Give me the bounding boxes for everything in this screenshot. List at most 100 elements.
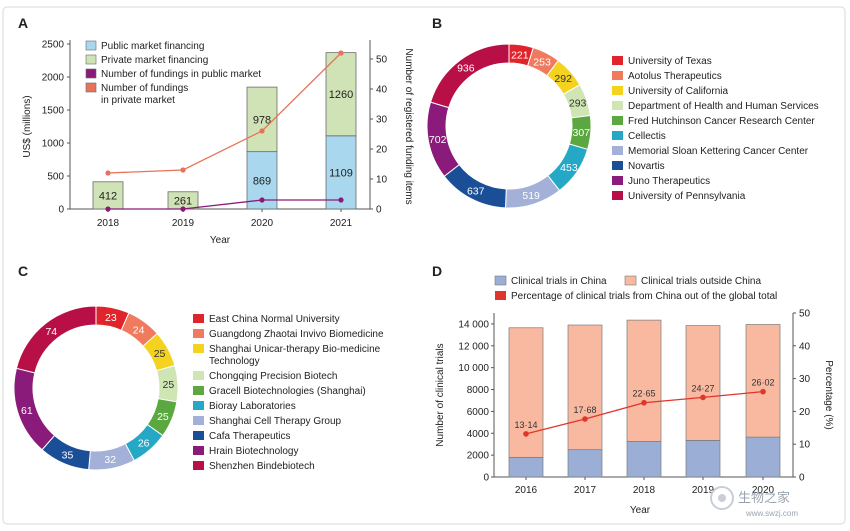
panel-c-legend-label-line: Shanghai Cell Therapy Group: [209, 416, 342, 427]
panel-d-y2-tick-label: 50: [799, 309, 811, 320]
panel-c-legend-label: Shanghai Cell Therapy Group: [209, 416, 342, 427]
panel-b-legend-label: Juno Therapeutics: [628, 176, 710, 187]
panel-d-chart: 0 2000 4000 6000 8000 10 000 12 000 14 000 0 10 20…: [435, 275, 834, 516]
panel-b-slice-label: 253: [533, 56, 551, 68]
panel-a-legend-label: Private market financing: [101, 55, 208, 66]
panel-a-legend-swatch: [85, 40, 97, 51]
panel-a-y-axis-label: US$ (millions): [22, 95, 33, 157]
panel-a-x-tick-label: 2021: [330, 218, 353, 229]
panel-c-legend-swatch: [193, 344, 204, 353]
panel-a-bar-segment: [92, 181, 124, 210]
panel-b-slice-label: 221: [511, 49, 529, 61]
panel-c-legend-label: Bioray Laboratories: [209, 401, 296, 412]
panel-a-y2-tick-label: 50: [376, 55, 388, 66]
watermark-url: www.swzj.com: [745, 509, 798, 518]
panel-d-percentage-label: 26·02: [751, 378, 774, 388]
panel-c-legend-label: Cafa Therapeutics: [209, 431, 291, 442]
panel-c-letter: C: [18, 263, 28, 279]
panel-d-percentage-point: [523, 431, 529, 437]
panel-b-legend-swatch: [612, 131, 623, 140]
panel-d-y-tick-label: 0: [483, 473, 489, 484]
panel-d-legend-label: Clinical trials outside China: [641, 276, 761, 287]
panel-a-x-tick-label: 2019: [172, 218, 195, 229]
panel-d-y2-tick-label: 20: [799, 407, 811, 418]
panel-d-y-tick-label: 6000: [467, 407, 490, 418]
panel-b-legend-swatch: [612, 146, 623, 155]
panel-b-legend-label-line: Memorial Sloan Kettering Cancer Center: [628, 146, 809, 157]
panel-c-legend-swatch: [193, 314, 204, 323]
panel-d-y2-tick-label: 0: [799, 473, 805, 484]
panel-c-legend-label: East China Normal University: [209, 314, 340, 325]
panel-a-line-point: [338, 197, 344, 203]
panel-c-slice-label: 61: [21, 405, 33, 417]
panel-a-legend-swatch: [85, 54, 97, 65]
panel-c-slice-label: 25: [154, 348, 166, 360]
panel-a-letter: A: [18, 15, 28, 31]
panel-b-legend-label: Novartis: [628, 161, 665, 172]
panel-a-bar-label: 978: [253, 114, 271, 126]
panel-a-x-tick-label: 2020: [251, 218, 274, 229]
panel-c-legend-swatch: [193, 431, 204, 440]
panel-a-line-point: [180, 167, 186, 173]
panel-b-legend-label: Fred Hutchinson Cancer Research Center: [628, 116, 815, 127]
panel-d-y2-axis-label: Percentage (%): [823, 360, 834, 429]
panel-c-slice-label: 24: [133, 324, 145, 336]
panel-b-legend-label: University of California: [628, 86, 728, 97]
panel-a-x-tick-label: 2018: [97, 218, 120, 229]
panel-a-y-tick-label: 2500: [42, 40, 65, 51]
panel-c-legend-label-line: Cafa Therapeutics: [209, 431, 291, 442]
panel-c-legend-label: Guangdong Zhaotai Invivo Biomedicine: [209, 329, 384, 340]
panel-c-legend-swatch: [193, 446, 204, 455]
panel-b-legend-swatch: [612, 161, 623, 170]
panel-d-y2-tick-label: 30: [799, 374, 811, 385]
panel-a-y-tick-label: 500: [47, 172, 64, 183]
panel-c-legend-label-line: East China Normal University: [209, 314, 340, 325]
panel-a-bar-label: 869: [253, 175, 271, 187]
panel-a-legend-label: Number of fundings in public market: [101, 69, 261, 80]
panel-a-line-point: [259, 128, 265, 134]
panel-a-legend-label-line: Private market financing: [101, 55, 208, 66]
panel-a-y-tick-label: 1000: [42, 139, 65, 150]
panel-a-y2-tick-label: 20: [376, 145, 388, 156]
panel-c-slice-label: 35: [62, 450, 74, 462]
panel-a-y-tick-label: 1500: [42, 106, 65, 117]
panel-a-legend-label-line: Number of fundings in public market: [101, 69, 261, 80]
panel-d-bar-segment: [685, 440, 721, 478]
panel-d-y-tick-label: 4000: [467, 429, 490, 440]
panel-c-legend-label-line: Guangdong Zhaotai Invivo Biomedicine: [209, 329, 384, 340]
panel-a-line-point: [180, 206, 186, 212]
panel-d-percentage-point: [700, 394, 706, 401]
panel-a-line-point: [105, 206, 111, 212]
watermark-logo-icon: [710, 486, 734, 510]
panel-c-slice-label: 26: [138, 438, 150, 450]
panel-d-y-tick-label: 8000: [467, 385, 490, 396]
panel-b-legend-swatch: [612, 56, 623, 65]
panel-b-legend-label-line: Fred Hutchinson Cancer Research Center: [628, 116, 815, 127]
panel-a-bar-label: 412: [99, 190, 117, 202]
panel-b-slice-label: 519: [522, 190, 540, 202]
panel-a-legend-label-line: Public market financing: [101, 41, 204, 52]
panel-b-slice-label: 702: [429, 134, 447, 146]
panel-a-bar-segment: [325, 135, 357, 210]
watermark-text: 生物之家: [738, 490, 790, 505]
panel-a-legend-label-line: Number of fundings: [101, 83, 188, 94]
panel-d-y-axis-label: Number of clinical trials: [435, 343, 446, 446]
panel-b-legend-label-line: Novartis: [628, 161, 665, 172]
panel-a-y-tick-label: 0: [58, 205, 64, 216]
panel-c-legend-label-line: Bioray Laboratories: [209, 401, 296, 412]
panel-d-x-tick-label: 2020: [752, 485, 775, 496]
panel-d-bar-segment: [508, 456, 544, 478]
panel-c-slice-label: 25: [163, 379, 175, 391]
panel-d-bar-segment: [508, 327, 544, 458]
panel-c-legend-label: Shenzhen Bindebiotech: [209, 461, 315, 472]
panel-d-x-axis-label: Year: [630, 505, 651, 516]
panel-b-legend-label-line: University of Pennsylvania: [628, 191, 746, 202]
panel-b-legend-label: Aotolus Therapeutics: [628, 71, 722, 82]
panel-a-y2-tick-label: 0: [376, 205, 382, 216]
panel-b-legend-label-line: Juno Therapeutics: [628, 176, 710, 187]
panel-d-legend-swatch: [494, 275, 507, 286]
panel-d-bar-segment: [745, 436, 781, 478]
panel-c-legend-swatch: [193, 371, 204, 380]
panel-c-legend-label: Chongqing Precision Biotech: [209, 371, 337, 382]
